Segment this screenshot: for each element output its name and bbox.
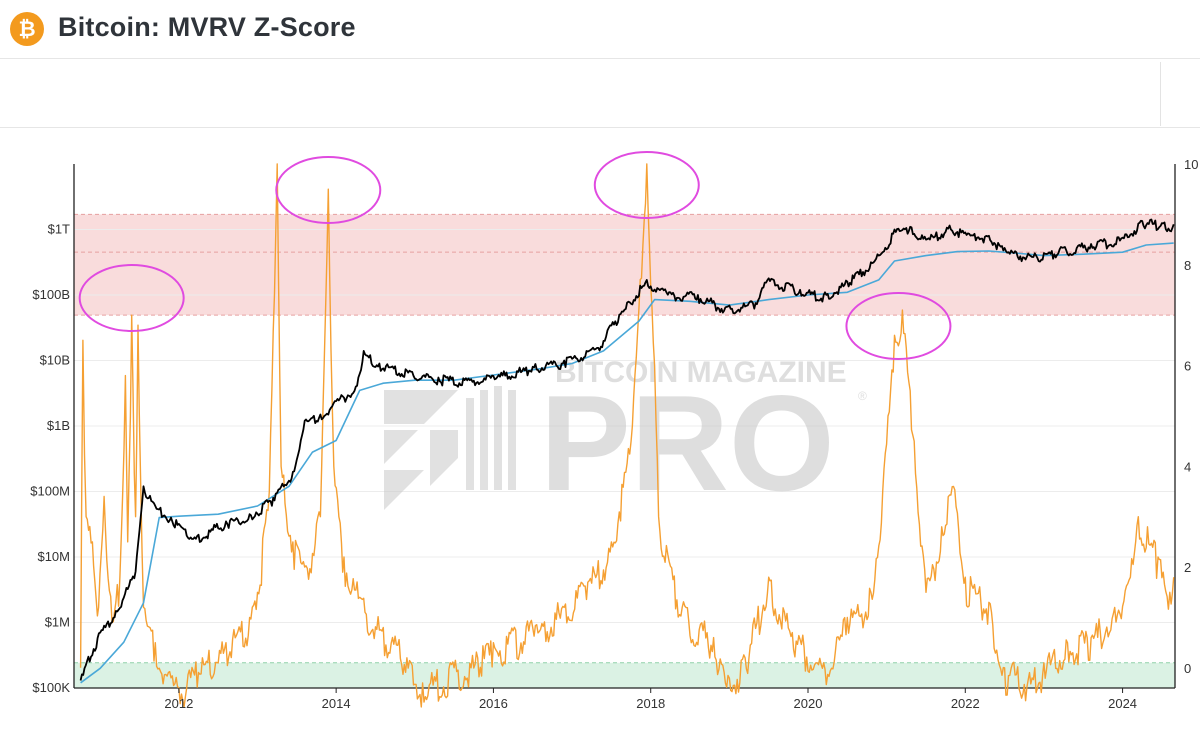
highlight-circle: [78, 264, 185, 332]
realized-series-line: [80, 242, 1174, 684]
x-tick-label: 2024: [1108, 696, 1137, 711]
y-right-tick-label: 6: [1184, 359, 1191, 374]
y-left-tick-label: $100K: [32, 680, 70, 695]
y-right-tick-label: 8: [1184, 258, 1191, 273]
highlight-circles: [78, 151, 952, 360]
chart-title: Bitcoin: MVRV Z-Score: [58, 12, 356, 42]
x-tick-label: 2018: [636, 696, 665, 711]
x-tick-label: 2022: [951, 696, 980, 711]
series-lines: [79, 163, 1175, 708]
y-right-tick-label: 0: [1184, 661, 1191, 676]
toolbar-divider: [1160, 62, 1161, 126]
x-tick-label: 2014: [322, 696, 351, 711]
price-series-line: [79, 218, 1175, 681]
x-tick-label: 2016: [479, 696, 508, 711]
watermark-top-text: BITCOIN MAGAZINE: [555, 356, 847, 389]
watermark-logo-icon: [384, 386, 516, 510]
x-tick-label: 2020: [794, 696, 823, 711]
y-left-tick-label: $10B: [40, 353, 70, 368]
header: ₿ Bitcoin: MVRV Z-Score: [0, 0, 1200, 59]
y-left-tick-label: $1T: [48, 222, 70, 237]
axis-ticks: $100K $1M $10M $100M $1B $10B $100B $1T 0 2 4 6 8 10 2…: [30, 157, 1198, 711]
x-tick-label: 2012: [164, 696, 193, 711]
highlight-circle: [845, 292, 952, 360]
highlight-circle: [275, 156, 382, 224]
watermark: BITCOIN MAGAZINE PRO ®: [384, 356, 867, 519]
zscore-series-line: [79, 163, 1175, 708]
y-right-tick-label: 2: [1184, 560, 1191, 575]
y-left-tick-label: $1B: [47, 418, 70, 433]
y-left-tick-label: $100B: [32, 287, 70, 302]
mvrv-chart[interactable]: BITCOIN MAGAZINE PRO ® $100K $1M $10M $100M…: [0, 128, 1200, 744]
watermark-registered-text: ®: [858, 389, 867, 403]
y-right-tick-label: 4: [1184, 459, 1191, 474]
watermark-main-text: PRO: [540, 367, 835, 519]
zone-bands: [74, 213, 1175, 689]
bitcoin-icon: ₿: [10, 12, 44, 46]
bottom-zone-band: [74, 662, 1175, 688]
highlight-circle: [593, 151, 700, 219]
y-left-tick-label: $10M: [37, 549, 70, 564]
y-left-tick-label: $100M: [30, 484, 70, 499]
top-zone-band: [74, 214, 1175, 316]
y-left-tick-label: $1M: [45, 615, 70, 630]
toolbar-area: [0, 58, 1200, 128]
y-right-tick-label: 10: [1184, 157, 1198, 172]
